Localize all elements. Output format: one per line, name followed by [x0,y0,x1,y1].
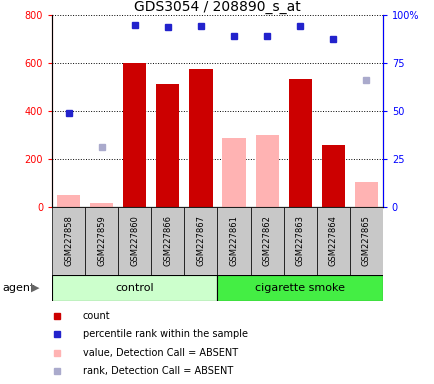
Text: GSM227859: GSM227859 [97,215,106,266]
Bar [184,207,217,275]
Bar [217,207,250,275]
Bar [354,182,377,207]
Bar [349,207,382,275]
Bar [118,207,151,275]
Text: GSM227867: GSM227867 [196,215,205,266]
Bar [222,138,245,207]
Bar [52,207,85,275]
Text: GSM227860: GSM227860 [130,215,139,266]
Bar [250,207,283,275]
Bar [255,136,278,207]
Title: GDS3054 / 208890_s_at: GDS3054 / 208890_s_at [134,0,300,14]
Bar [316,207,349,275]
Bar [156,84,179,207]
Text: ▶: ▶ [31,283,40,293]
Text: control: control [115,283,154,293]
Text: GSM227858: GSM227858 [64,215,73,266]
Bar [217,275,382,301]
Bar [288,79,311,207]
Text: GSM227861: GSM227861 [229,215,238,266]
Bar [123,63,146,207]
Text: GSM227863: GSM227863 [295,215,304,266]
Text: GSM227865: GSM227865 [361,215,370,266]
Text: value, Detection Call = ABSENT: value, Detection Call = ABSENT [82,348,237,358]
Bar [90,203,113,207]
Bar [283,207,316,275]
Text: count: count [82,311,110,321]
Bar [321,145,344,207]
Text: percentile rank within the sample: percentile rank within the sample [82,329,247,339]
Bar [189,70,212,207]
Bar [85,207,118,275]
Text: cigarette smoke: cigarette smoke [255,283,344,293]
Text: GSM227862: GSM227862 [262,215,271,266]
Text: GSM227866: GSM227866 [163,215,172,266]
Bar [151,207,184,275]
Bar [52,275,217,301]
Bar [57,195,80,207]
Text: GSM227864: GSM227864 [328,215,337,266]
Text: rank, Detection Call = ABSENT: rank, Detection Call = ABSENT [82,366,232,376]
Text: agent: agent [2,283,34,293]
